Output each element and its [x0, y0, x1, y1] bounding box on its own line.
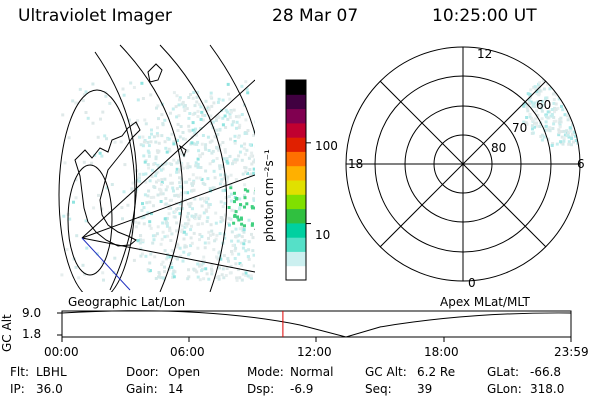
flt-value: LBHL [36, 365, 67, 379]
timeline-xtick-2359: 23:59 [554, 345, 589, 359]
colorbar-swatch [286, 208, 306, 224]
mlat-label-80: 80 [491, 141, 507, 155]
mlt-label-12: 12 [477, 47, 493, 61]
gcalt-label: GC Alt: [365, 365, 407, 379]
gain-value: 14 [168, 382, 184, 396]
colorbar-swatch [286, 237, 306, 252]
instrument-title: Ultraviolet Imager [18, 6, 172, 26]
ip-value: 36.0 [36, 382, 63, 396]
terminator-line [81, 237, 131, 291]
ip-label: IP: [10, 382, 25, 396]
mode-value: Normal [290, 365, 334, 379]
latitude-ring-1 [58, 89, 136, 292]
colorbar-swatch [286, 180, 306, 195]
glat-label: GLat: [487, 365, 520, 379]
timeline-ylabel: GC Alt [0, 314, 14, 352]
timeline-xtick-1800: 18:00 [424, 345, 459, 359]
colorbar-swatch [286, 94, 306, 110]
colorbar-swatch [286, 165, 306, 181]
glat-value: -66.8 [530, 365, 562, 379]
coastline-island [147, 63, 163, 83]
gain-label: Gain: [126, 382, 158, 396]
date-label: 28 Mar 07 [272, 6, 359, 26]
colorbar-swatch [286, 151, 306, 167]
seq-label: Seq: [365, 382, 392, 396]
coastline [74, 121, 141, 247]
longitude-arc-1 [94, 51, 138, 291]
colorbar-swatch [286, 122, 306, 138]
flt-label: Flt: [10, 365, 29, 379]
longitude-arc-2 [119, 44, 183, 292]
polar-plot [345, 46, 581, 282]
coastline-island-2 [178, 144, 187, 158]
timeline-xtick-0600: 06:00 [170, 345, 205, 359]
longitude-arc-4 [209, 44, 255, 230]
meridian-line-1 [81, 79, 255, 239]
timeline-xtick-0000: 00:00 [44, 345, 79, 359]
mlat-label-70: 70 [512, 121, 528, 135]
colorbar-tick-100: 100 [315, 139, 338, 153]
dsp-value: -6.9 [290, 382, 314, 396]
colorbar-swatch [286, 137, 306, 152]
colorbar-swatch [286, 194, 306, 210]
geographic-image [58, 44, 255, 292]
longitude-arc-3 [159, 44, 228, 292]
colorbar-swatch [286, 80, 306, 95]
colorbar-swatch [286, 265, 306, 281]
timeline-ytick-9: 9.0 [22, 306, 42, 320]
glon-label: GLon: [487, 382, 522, 396]
door-value: Open [168, 365, 201, 379]
colorbar [285, 79, 311, 281]
gcalt-value: 6.2 Re [417, 365, 456, 379]
mlt-label-0: 0 [468, 276, 476, 290]
colorbar-swatch [286, 108, 306, 124]
timeline-ytick-1-8: 1.8 [22, 327, 42, 341]
glon-value: 318.0 [530, 382, 565, 396]
time-label: 10:25:00 UT [432, 6, 537, 26]
colorbar-swatch [286, 222, 306, 238]
mlt-label-18: 18 [348, 157, 364, 171]
timeline-xtick-1200: 12:00 [297, 345, 332, 359]
mode-label: Mode: [247, 365, 284, 379]
geographic-panel-label: Geographic Lat/Lon [68, 295, 186, 309]
dsp-label: Dsp: [247, 382, 275, 396]
colorbar-unit-label: photon cm⁻²s⁻¹ [262, 149, 276, 242]
mlt-label-6: 6 [577, 157, 585, 171]
apex-panel-label: Apex MLat/MLT [440, 295, 530, 309]
colorbar-tick-10: 10 [315, 228, 331, 242]
altitude-curve [61, 310, 572, 338]
latitude-ring-2 [67, 164, 113, 276]
polar-diagonal-2 [379, 80, 547, 248]
door-label: Door: [126, 365, 159, 379]
seq-value: 39 [417, 382, 433, 396]
mlat-label-60: 60 [536, 98, 552, 112]
colorbar-swatch [286, 251, 306, 267]
altitude-timeline [57, 310, 572, 342]
meridian-line-3 [81, 237, 255, 273]
